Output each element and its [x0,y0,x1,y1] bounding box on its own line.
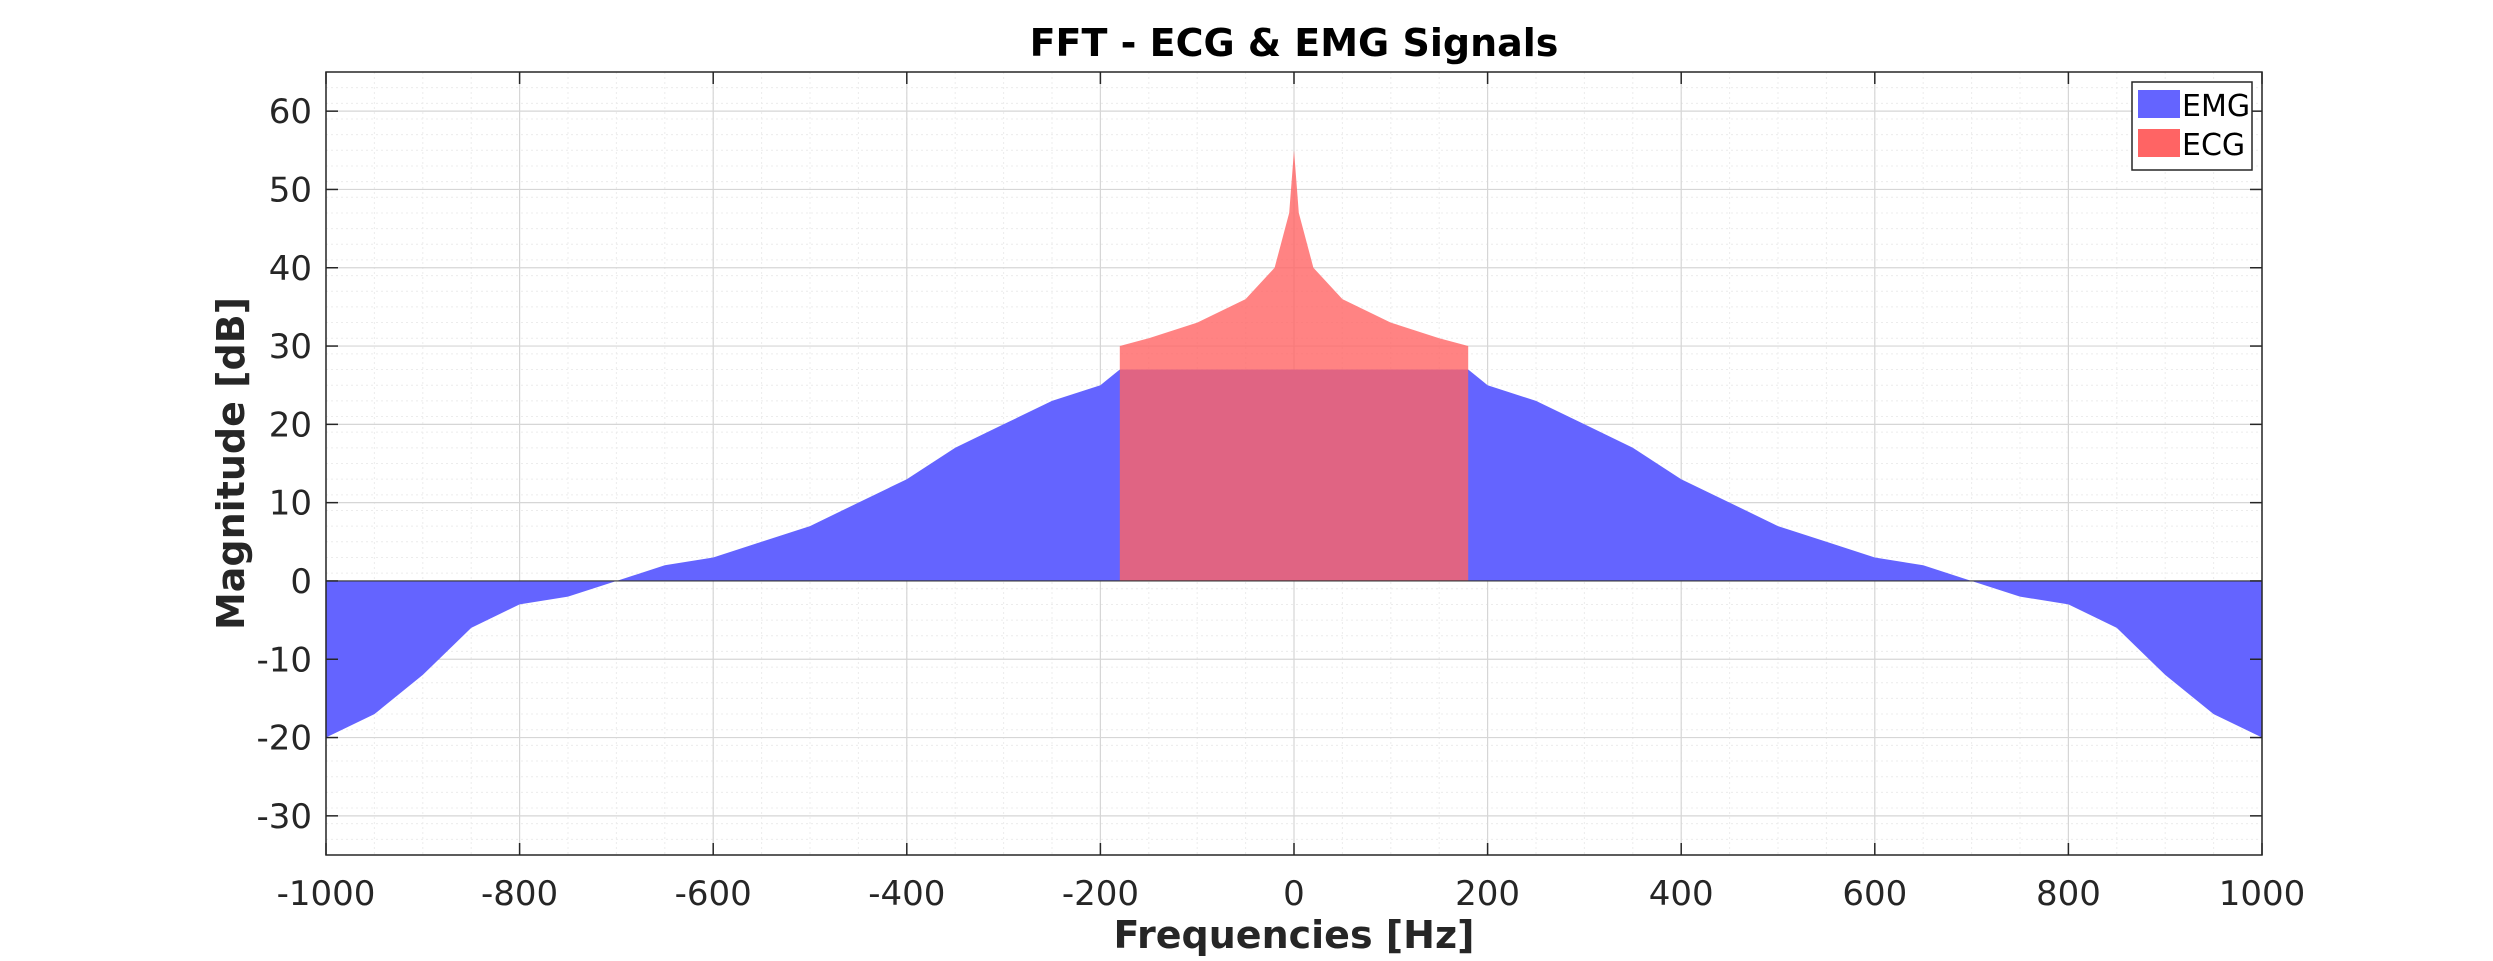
x-tick-label: 200 [1455,874,1520,914]
y-tick-label: 10 [269,484,312,524]
x-tick-label: 600 [1842,874,1907,914]
x-tick-label: -1000 [277,874,376,914]
series-ecg-area [1119,150,1469,582]
legend-swatch-ecg [2138,129,2180,157]
ticks: -1000 -800 -600 -400 -200 0 200 400 600 800 1000-3… [256,72,2305,914]
x-tick-label: -800 [481,874,558,914]
y-tick-label: -20 [256,719,312,759]
legend: EMG ECG [2131,81,2253,171]
x-tick-label: 1000 [2219,874,2306,914]
series-layer [325,150,2263,738]
y-tick-label: 40 [269,249,312,289]
x-tick-label: 800 [2036,874,2101,914]
y-tick-label: 20 [269,405,312,445]
y-tick-label: 0 [290,562,312,602]
y-tick-label: -10 [256,640,312,680]
y-axis-title: Magnitude [dB] [209,297,253,630]
legend-label-ecg: ECG [2182,128,2245,163]
x-tick-label: 400 [1649,874,1714,914]
y-tick-label: 30 [269,327,312,367]
legend-label-emg: EMG [2182,89,2250,124]
x-axis-title: Frequencies [Hz] [1114,913,1475,957]
x-tick-label: -200 [1062,874,1139,914]
chart-title: FFT - ECG & EMG Signals [1030,21,1559,65]
y-tick-label: 60 [269,92,312,132]
x-tick-label: -400 [868,874,945,914]
x-tick-label: -600 [675,874,752,914]
y-tick-label: 50 [269,170,312,210]
legend-swatch-emg [2138,90,2180,118]
x-tick-label: 0 [1283,874,1305,914]
y-tick-label: -30 [256,797,312,837]
